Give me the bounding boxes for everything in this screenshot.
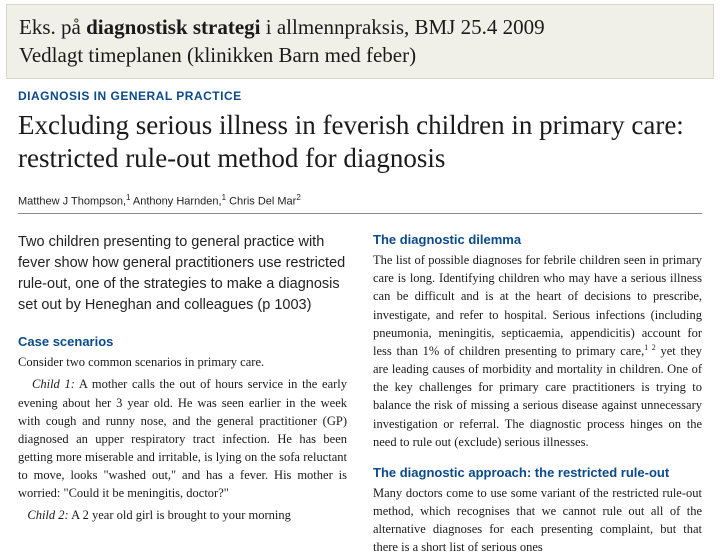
header-bold: diagnostisk strategi	[86, 15, 260, 39]
header-post: i allmennpraksis, BMJ 25.4 2009	[261, 15, 545, 39]
dilemma-head: The diagnostic dilemma	[373, 232, 702, 247]
article-kicker: DIAGNOSIS IN GENERAL PRACTICE	[18, 89, 702, 103]
lead-paragraph: Two children presenting to general pract…	[18, 232, 347, 316]
dilemma-refs: 1 2	[644, 343, 656, 352]
affil3: 2	[296, 193, 300, 202]
slide-header-line2: Vedlagt timeplanen (klinikken Barn med f…	[19, 41, 701, 69]
dilemma-body: The list of possible diagnoses for febri…	[373, 251, 702, 451]
approach-head: The diagnostic approach: the restricted …	[373, 465, 702, 480]
right-column: The diagnostic dilemma The list of possi…	[373, 232, 702, 556]
spacer	[373, 451, 702, 465]
approach-body: Many doctors come to use some variant of…	[373, 484, 702, 556]
scenarios-intro: Consider two common scenarios in primary…	[18, 353, 347, 371]
dilemma-text2: yet they are leading causes of morbidity…	[373, 344, 702, 449]
slide-header-line1: Eks. på diagnostisk strategi i allmennpr…	[19, 13, 701, 41]
left-column: Two children presenting to general pract…	[18, 232, 347, 556]
slide-header: Eks. på diagnostisk strategi i allmennpr…	[6, 4, 714, 79]
child1-label: Child 1:	[32, 377, 75, 391]
child1-para: Child 1: A mother calls the out of hours…	[18, 375, 347, 502]
divider	[18, 213, 702, 214]
child1-text: A mother calls the out of hours service …	[18, 377, 347, 500]
article-body: DIAGNOSIS IN GENERAL PRACTICE Excluding …	[0, 89, 720, 556]
author3: Chris Del Mar	[226, 195, 296, 207]
two-column-layout: Two children presenting to general pract…	[18, 232, 702, 556]
child2-text: A 2 year old girl is brought to your mor…	[69, 508, 291, 522]
child2-label: Child 2:	[27, 508, 68, 522]
author2: Anthony Harnden,	[130, 195, 221, 207]
header-pre: Eks. på	[19, 15, 86, 39]
case-scenarios-body: Consider two common scenarios in primary…	[18, 353, 347, 524]
author1: Matthew J Thompson,	[18, 195, 126, 207]
child2-para: Child 2: A 2 year old girl is brought to…	[18, 506, 347, 524]
article-authors: Matthew J Thompson,1 Anthony Harnden,1 C…	[18, 193, 702, 208]
article-title: Excluding serious illness in feverish ch…	[18, 109, 702, 175]
case-scenarios-head: Case scenarios	[18, 334, 347, 349]
